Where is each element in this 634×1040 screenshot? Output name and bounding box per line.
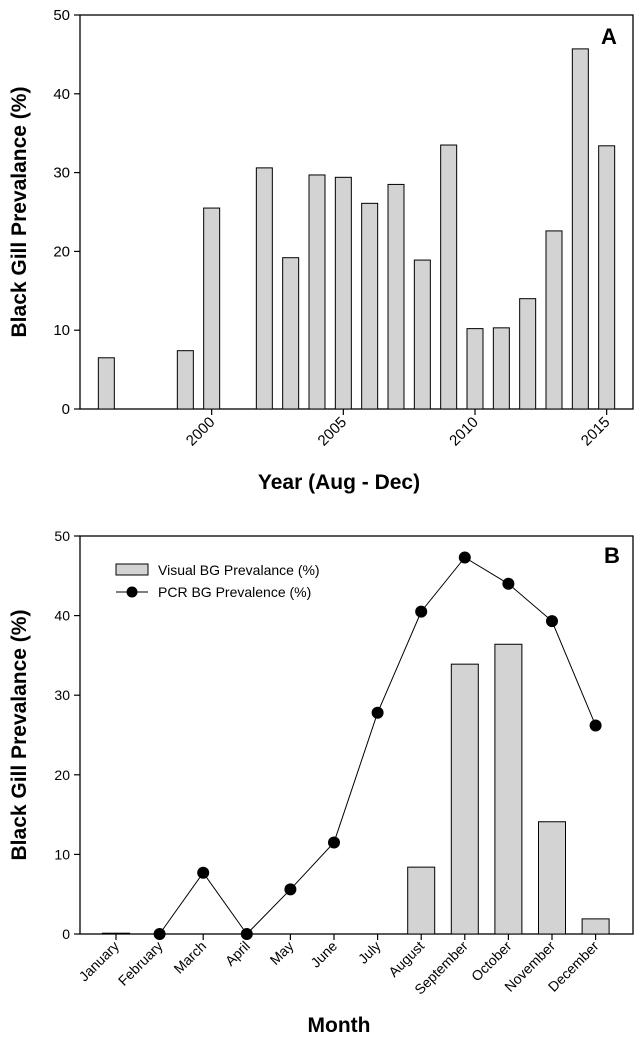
legend-label-pcr: PCR BG Prevalence (%)	[158, 584, 311, 600]
legend-label-visual: Visual BG Prevalance (%)	[158, 562, 320, 578]
chart-b-pcr-point	[589, 719, 602, 732]
chart-a-bar	[97, 357, 115, 410]
chart-a-bar	[387, 183, 405, 410]
chart-a-bars	[97, 48, 616, 410]
chart-b-x-tick-label: August	[385, 938, 427, 980]
chart-a-y-tick-label: 30	[53, 165, 70, 182]
chart-b-pcr-point	[502, 577, 515, 590]
chart-a-x-tick-label: 2015	[578, 414, 614, 450]
chart-a-bar	[282, 257, 300, 410]
chart-b-pcr-points	[153, 551, 602, 940]
chart-b-x-tick-label: March	[170, 938, 209, 977]
chart-a-bar	[334, 176, 352, 410]
chart-b-y-axis-title: Black Gill Prevalance (%)	[8, 610, 31, 861]
chart-a-panel-label: A	[601, 24, 617, 49]
chart-a-bar	[308, 174, 326, 410]
chart-a-bar	[440, 144, 458, 410]
chart-b-y-tick-label: 20	[54, 767, 70, 783]
chart-a-y-tick-label: 40	[53, 86, 70, 103]
chart-b-x-tick-label: June	[307, 938, 340, 971]
chart-a-y-tick-label: 20	[53, 243, 70, 260]
chart-a-bar	[545, 230, 563, 410]
chart-b-y-tick-label: 40	[54, 608, 70, 624]
chart-b-x-axis-title: Month	[308, 1014, 371, 1037]
chart-b-y-tick-label: 0	[62, 926, 70, 942]
chart-b-bar	[102, 932, 130, 935]
chart-b-y-tick-label: 10	[54, 846, 70, 862]
chart-b-pcr-line	[159, 556, 597, 935]
chart-a-y-axis: 0 10 20 30 40 50	[53, 7, 80, 418]
chart-a-bar	[571, 48, 589, 410]
chart-b-x-tick-label: April	[222, 938, 253, 969]
chart-b-pcr-point	[197, 866, 210, 879]
chart-b-panel-label: B	[604, 543, 620, 568]
chart-a-bar	[203, 207, 221, 410]
chart-a-bar	[413, 259, 431, 410]
chart-b-pcr-point	[458, 551, 471, 564]
chart-b-x-tick-label: May	[267, 938, 297, 968]
chart-b-pcr-point	[546, 615, 558, 628]
chart-a-bar	[598, 145, 616, 410]
chart-b-y-axis: 0 10 20 30 40 50	[54, 528, 80, 942]
chart-a-bar	[519, 298, 537, 410]
chart-b-x-tick-label: February	[115, 938, 166, 989]
legend-swatch-pcr-point	[126, 586, 138, 598]
chart-a-frame	[79, 14, 634, 410]
chart-b-bars	[102, 643, 610, 935]
chart-a-x-tick-label: 2010	[446, 414, 482, 450]
chart-b-pcr-point	[371, 706, 384, 719]
chart-b-pcr-point	[284, 883, 297, 896]
chart-b-bar	[538, 821, 566, 935]
chart-b-pcr-point	[328, 836, 340, 849]
chart-b-bar	[581, 918, 610, 935]
chart-a: 0 10 20 30 40 50 2000 2005 2010 2015 A Year (Aug…	[8, 7, 634, 494]
chart-a-y-tick-label: 0	[62, 401, 70, 418]
chart-a-bar	[255, 167, 273, 410]
chart-b-x-tick-label: July	[355, 938, 384, 967]
chart-a-bar	[176, 350, 194, 410]
chart-a-y-tick-label: 50	[53, 7, 70, 24]
chart-b-bar	[494, 643, 523, 935]
chart-b-bar	[450, 663, 479, 935]
chart-b-pcr-point	[415, 605, 428, 618]
chart-b-frame	[79, 535, 634, 935]
chart-a-bar	[361, 202, 379, 410]
chart-a-x-axis-title: Year (Aug - Dec)	[258, 471, 420, 494]
chart-a-y-axis-title: Black Gill Prevalance (%)	[8, 87, 31, 338]
chart-b-legend: Visual BG Prevalance (%) PCR BG Prevalen…	[115, 562, 320, 600]
chart-b-y-tick-label: 50	[54, 528, 70, 544]
legend-swatch-visual	[115, 563, 149, 576]
chart-a-bar	[492, 327, 510, 410]
chart-b-bar	[407, 866, 436, 935]
chart-a-bar	[466, 328, 484, 410]
chart-a-x-axis: 2000 2005 2010 2015	[183, 409, 614, 450]
chart-a-y-tick-label: 10	[53, 322, 70, 339]
chart-a-x-tick-label: 2000	[183, 414, 219, 450]
chart-b-y-tick-label: 30	[54, 687, 70, 703]
chart-a-x-tick-label: 2005	[315, 414, 351, 450]
